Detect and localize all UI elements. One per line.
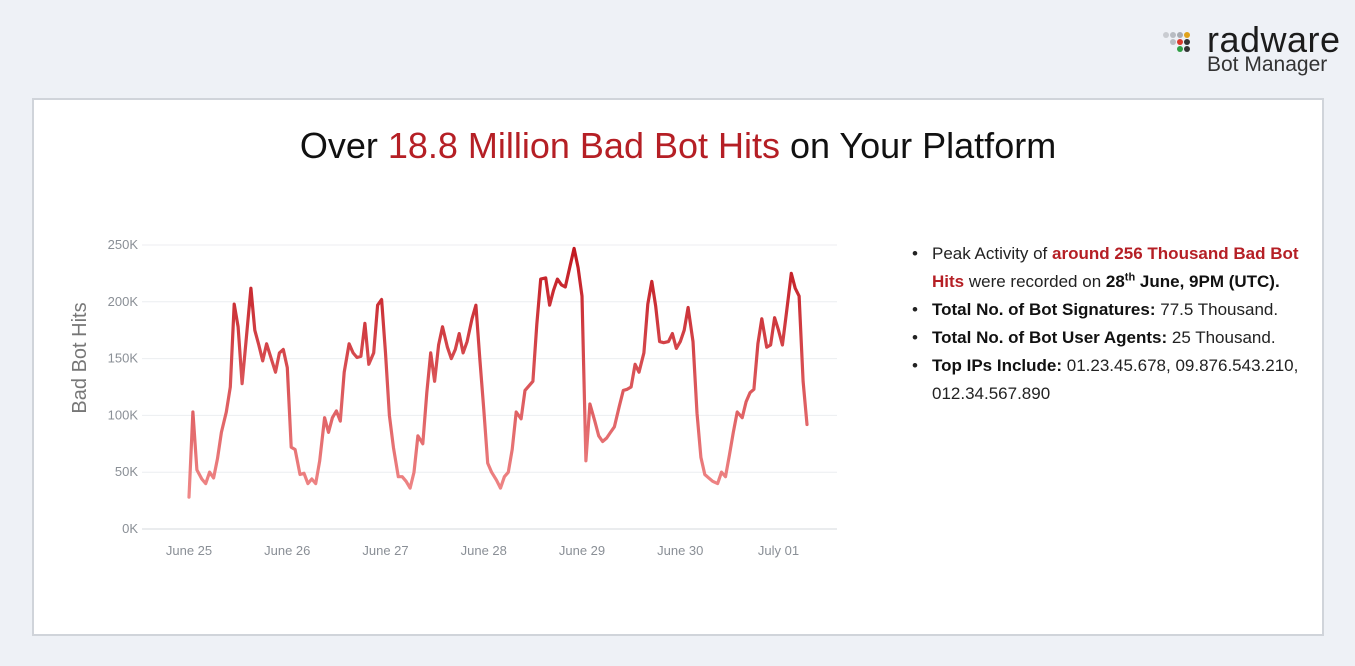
logo-wordmark: radware	[1207, 19, 1341, 60]
y-axis-label: Bad Bot Hits	[69, 302, 91, 413]
fact-user-agents: Total No. of Bot User Agents: 25 Thousan…	[910, 324, 1300, 352]
y-tick-label: 50K	[115, 464, 138, 479]
fact-peak: Peak Activity of around 256 Thousand Bad…	[910, 240, 1300, 296]
fact-top-ips: Top IPs Include: 01.23.45.678, 09.876.54…	[910, 352, 1300, 408]
x-tick-label: July 01	[758, 543, 799, 558]
chart-card: Over 18.8 Million Bad Bot Hits on Your P…	[32, 98, 1324, 636]
x-tick-label: June 27	[362, 543, 408, 558]
x-tick-label: June 26	[264, 543, 310, 558]
logo-dots-icon	[1163, 28, 1190, 54]
x-tick-label: June 29	[559, 543, 605, 558]
title-pre: Over	[299, 125, 388, 166]
y-tick-label: 100K	[108, 407, 139, 422]
logo-subtitle: Bot Manager	[1207, 53, 1328, 76]
facts-list: Peak Activity of around 256 Thousand Bad…	[910, 240, 1300, 408]
x-tick-label: June 28	[461, 543, 507, 558]
y-tick-label: 250K	[108, 237, 139, 252]
series-line	[187, 246, 809, 499]
radware-logo: radware Bot Manager	[1163, 22, 1340, 80]
x-tick-label: June 30	[657, 543, 703, 558]
peak-highlight: around 256 Thousand Bad Bot Hits	[932, 244, 1299, 291]
y-tick-label: 200K	[108, 294, 139, 309]
y-tick-label: 0K	[122, 521, 138, 536]
title-post: on Your Platform	[780, 125, 1057, 166]
fact-signatures: Total No. of Bot Signatures: 77.5 Thousa…	[910, 296, 1300, 324]
x-tick-label: June 25	[166, 543, 212, 558]
y-tick-label: 150K	[108, 351, 139, 366]
title-highlight: 18.8 Million Bad Bot Hits	[387, 125, 781, 166]
line-chart: 0K 50K 100K 150K 200K 250K June 25 June 26 June…	[69, 237, 837, 558]
chart-title: Over 18.8 Million Bad Bot Hits on Your P…	[34, 124, 1322, 168]
